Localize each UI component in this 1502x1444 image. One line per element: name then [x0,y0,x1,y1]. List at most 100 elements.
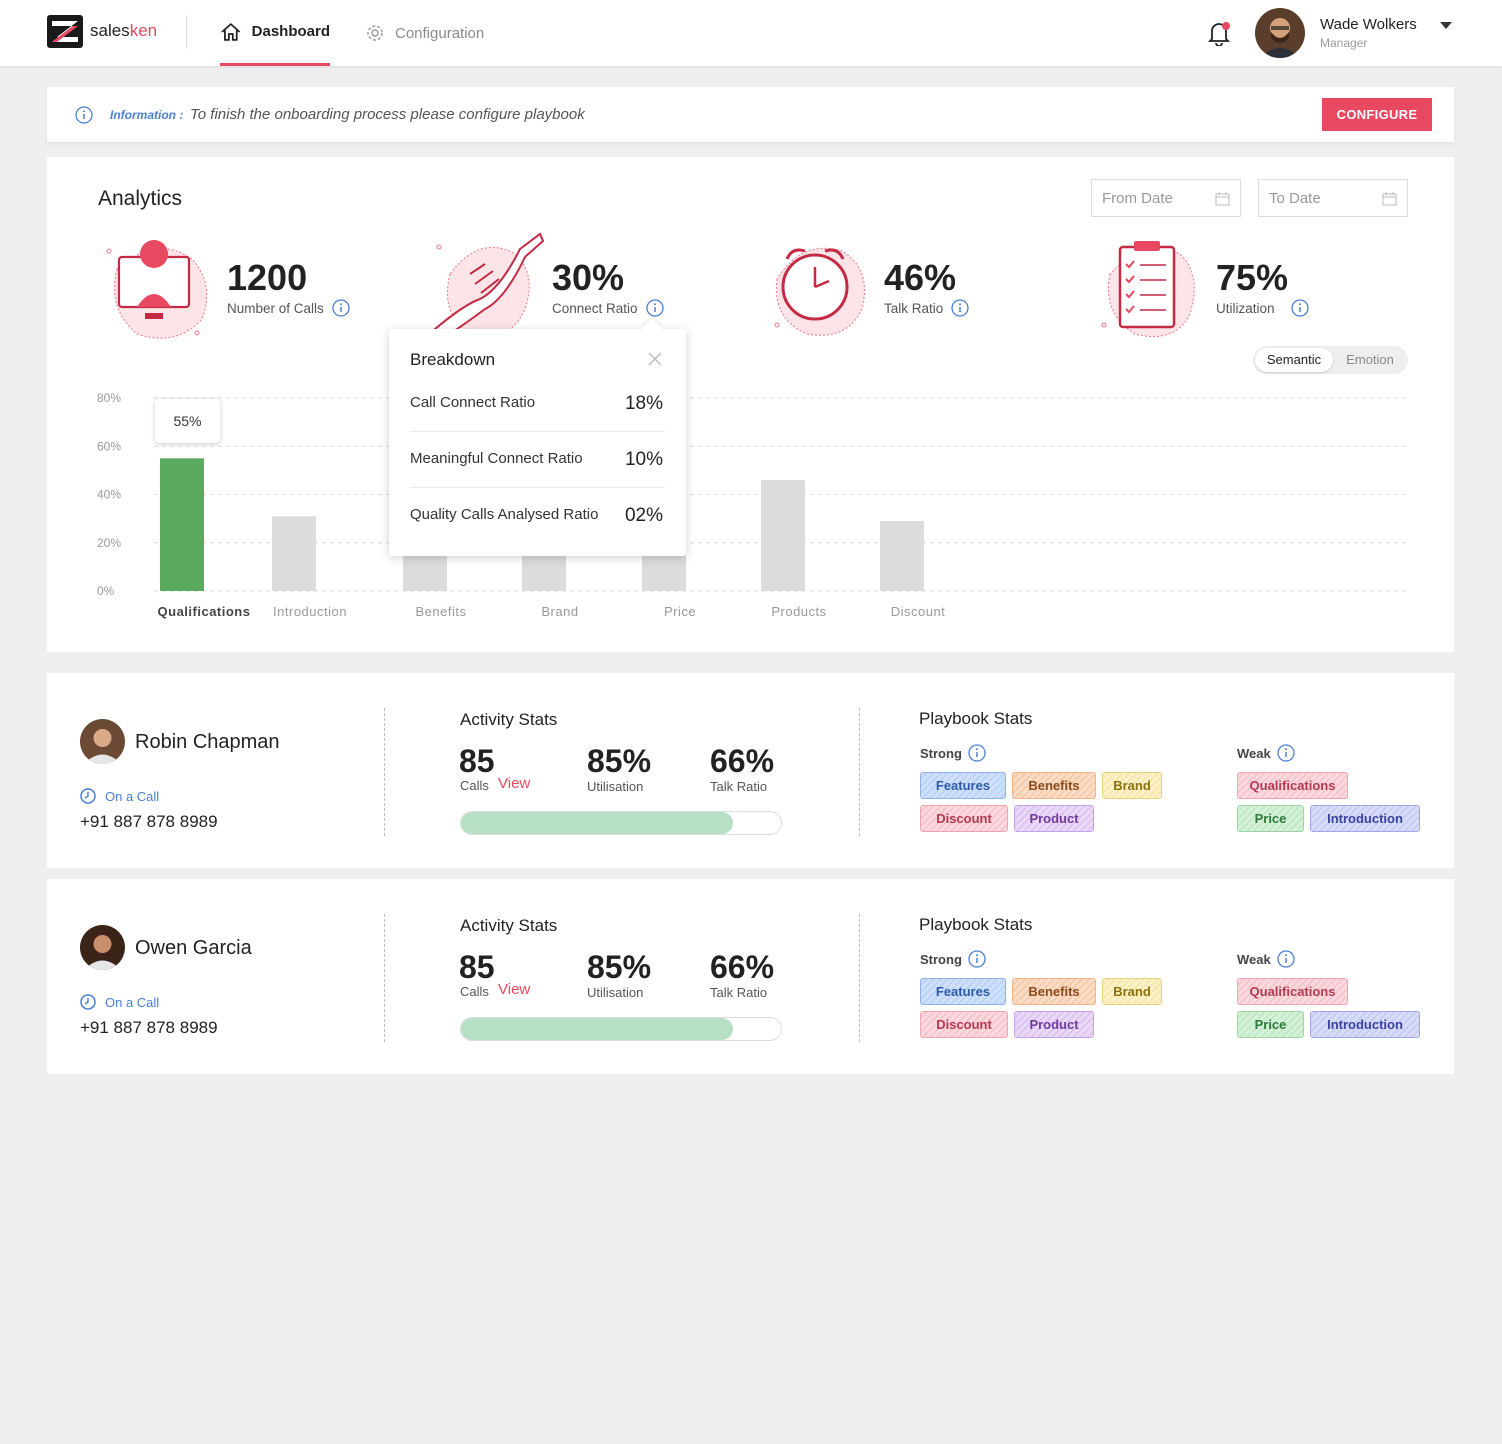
kpi-connect-label-text: Connect Ratio [552,300,638,316]
strong-label: Strong [920,744,986,762]
agent-card: Owen Garcia On a Call +91 887 878 8989 A… [47,879,1454,1074]
toggle-semantic[interactable]: Semantic [1255,348,1333,372]
activity-progress-fill [461,812,733,834]
weak-label: Weak [1237,950,1295,968]
semantic-emotion-toggle: Semantic Emotion [1253,346,1408,374]
tag-strong: Product [1014,805,1094,832]
nav-tab-configuration[interactable]: Configuration [365,0,484,66]
info-icon[interactable] [968,950,986,968]
tag-weak: Qualifications [1237,978,1348,1005]
tag-weak: Qualifications [1237,772,1348,799]
y-tick-label: 60% [97,439,121,453]
x-tick-label: Price [664,604,696,619]
bar-benefits[interactable] [403,552,447,591]
analytics-card: Analytics From Date To Date 1200 Number … [47,157,1454,652]
tag-weak: Introduction [1310,1011,1420,1038]
talk-ratio-value: 66% [710,743,775,779]
agent-avatar[interactable] [80,719,125,764]
bar-chart: 0% 20% 40% 60% 80% Qualifications Introduction… [97,391,1407,619]
support-agent-icon [106,240,208,339]
to-date-input[interactable]: To Date [1258,179,1408,217]
tag-strong: Benefits [1012,772,1096,799]
info-icon[interactable] [332,299,350,317]
tag-strong: Discount [920,805,1008,832]
info-icon[interactable] [951,299,969,317]
notification-bell-icon[interactable] [1206,20,1232,46]
y-tick-label: 0% [97,584,115,598]
user-avatar[interactable] [1255,8,1305,58]
kpi-calls-label-text: Number of Calls [227,300,324,316]
user-role: Manager [1320,36,1368,50]
info-text: To finish the onboarding process please … [190,106,585,123]
nav-tab-dashboard[interactable]: Dashboard [220,0,330,66]
calls-label: Calls [460,778,489,793]
info-label: Information : [110,108,184,122]
x-tick-label: Discount [891,604,946,619]
tag-strong: Discount [920,1011,1008,1038]
bar-brand[interactable] [522,552,566,591]
x-tick-label: Benefits [416,604,467,619]
activity-progress-fill [461,1018,733,1040]
logo-text: salesken [90,21,158,40]
breakdown-title: Breakdown [410,350,496,369]
salesken-logo[interactable] [47,15,83,48]
handshake-icon [433,232,545,339]
utilisation-value: 85% [587,949,652,985]
agent-card: Robin Chapman On a Call +91 887 878 8989… [47,673,1454,868]
home-icon [221,22,241,41]
bar-introduction[interactable] [272,516,316,591]
from-date-input[interactable]: From Date [1091,179,1241,217]
weak-label-text: Weak [1237,951,1271,967]
bar-qualifications[interactable] [160,458,204,591]
utilisation-value: 85% [587,743,652,779]
breakdown-value: 10% [624,449,663,470]
tag-strong: Product [1014,1011,1094,1038]
chevron-down-icon[interactable] [1440,22,1452,29]
activity-stats-title: Activity Stats [460,710,558,729]
kpi-talk-value: 46% [884,257,957,298]
utilisation-label: Utilisation [587,985,644,1000]
agent-name: Owen Garcia [135,937,252,959]
breakdown-row: Call Connect Ratio 18% [410,376,665,432]
view-calls-link[interactable]: View [498,775,531,792]
x-tick-label: Qualifications [158,604,251,619]
strong-label-text: Strong [920,951,962,967]
kpi-talk-label: Talk Ratio [884,299,969,317]
agent-phone: +91 887 878 8989 [80,1018,218,1037]
info-icon[interactable] [1277,950,1295,968]
weak-label: Weak [1237,744,1295,762]
talk-ratio-label: Talk Ratio [710,779,768,794]
kpi-calls-value: 1200 [227,257,308,298]
x-tick-label: Brand [541,604,578,619]
agent-status-text: On a Call [105,994,160,1010]
info-icon[interactable] [1277,744,1295,762]
bar-products[interactable] [761,480,805,591]
view-calls-link[interactable]: View [498,981,531,998]
strong-label-text: Strong [920,745,962,761]
tag-weak: Price [1237,805,1304,832]
top-header: salesken Dashboard Configuration Wade Wo… [0,0,1502,66]
utilisation-label: Utilisation [587,779,644,794]
tag-strong: Benefits [1012,978,1096,1005]
bar-price[interactable] [642,552,686,591]
close-icon[interactable] [647,351,663,367]
info-icon[interactable] [1290,299,1309,317]
y-tick-label: 40% [97,488,121,502]
breakdown-label: Call Connect Ratio [410,394,536,411]
user-name: Wade Wolkers [1320,16,1417,33]
info-icon[interactable] [968,744,986,762]
toggle-emotion[interactable]: Emotion [1346,352,1394,367]
breakdown-value: 18% [624,393,663,414]
tag-weak: Price [1237,1011,1304,1038]
breakdown-value: 02% [624,505,663,526]
info-icon[interactable] [645,299,664,317]
tag-strong: Features [920,978,1006,1005]
bar-discount[interactable] [880,521,924,591]
nav-dashboard-label: Dashboard [251,23,330,40]
configure-button[interactable]: CONFIGURE [1322,98,1432,131]
clipboard-checklist-icon [1101,241,1195,337]
agent-avatar[interactable] [80,925,125,970]
playbook-stats-title: Playbook Stats [919,915,1033,934]
y-tick-label: 20% [97,536,121,550]
calls-label: Calls [460,984,489,999]
